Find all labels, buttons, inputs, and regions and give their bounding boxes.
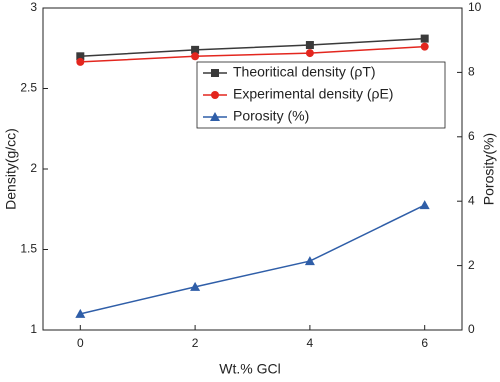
y-tick-label: 2.5	[20, 81, 37, 95]
legend-label: Experimental density (ρE)	[233, 86, 393, 102]
y-axis-label: Density(g/cc)	[3, 128, 19, 210]
marker	[210, 112, 220, 121]
marker	[305, 41, 314, 50]
marker	[191, 52, 200, 61]
y2-tick-label: 4	[468, 193, 475, 207]
y-tick-label: 1.5	[20, 242, 37, 256]
x-tick-label: 2	[192, 336, 199, 350]
marker	[76, 52, 85, 61]
y2-tick-label: 0	[468, 322, 475, 336]
y2-axis-label: Porosity(%)	[481, 133, 497, 205]
marker	[75, 308, 86, 318]
series-line	[80, 45, 425, 63]
marker	[76, 57, 85, 66]
legend-box	[196, 61, 446, 129]
marker	[420, 42, 429, 51]
y2-tick-label: 6	[468, 129, 475, 143]
x-tick-label: 4	[307, 336, 314, 350]
marker	[420, 34, 429, 43]
y2-tick-label: 10	[468, 0, 482, 14]
legend-label: Theoritical density (ρT)	[233, 64, 376, 80]
x-tick-label: 6	[421, 336, 428, 350]
y-tick-label: 1	[30, 322, 37, 336]
marker	[190, 281, 201, 291]
y2-tick-label: 8	[468, 65, 475, 79]
marker	[191, 45, 200, 54]
series-line	[80, 37, 425, 58]
y-tick-label: 2	[30, 161, 37, 175]
marker	[304, 256, 315, 266]
marker	[419, 200, 430, 210]
legend-label: Porosity (%)	[233, 108, 309, 124]
marker	[305, 49, 314, 58]
plot-frame	[42, 7, 463, 331]
y-tick-label: 3	[30, 0, 37, 14]
series-line	[80, 204, 426, 315]
y2-tick-label: 2	[468, 258, 475, 272]
marker	[211, 91, 219, 99]
x-axis-label: Wt.% GCl	[219, 361, 280, 377]
marker	[211, 69, 219, 77]
x-tick-label: 0	[77, 336, 84, 350]
